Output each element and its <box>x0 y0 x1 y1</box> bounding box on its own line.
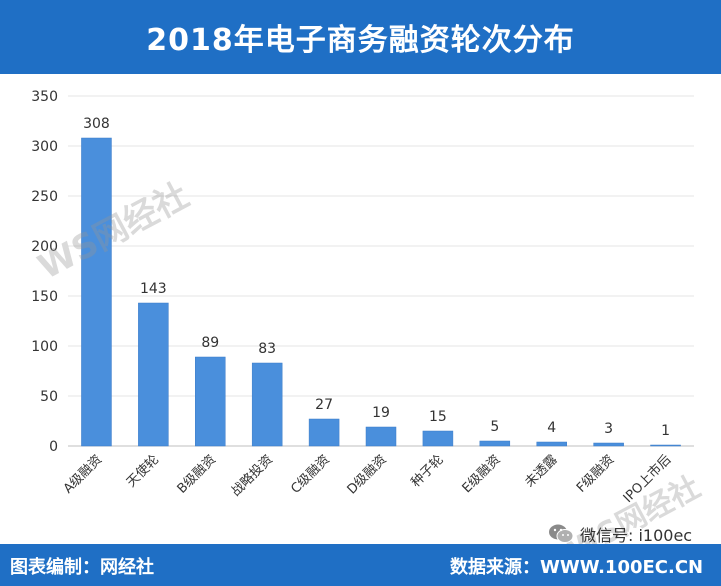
data-label: 3 <box>604 421 613 437</box>
data-label: 4 <box>547 420 556 436</box>
bar <box>479 440 511 447</box>
y-tick-label: 300 <box>31 139 58 155</box>
y-tick-label: 150 <box>31 289 58 305</box>
chart-header: 2018年电子商务融资轮次分布 <box>0 0 721 74</box>
bar <box>308 418 340 447</box>
x-tick-label: E级融资 <box>460 452 504 496</box>
y-tick-label: 100 <box>31 339 58 355</box>
bar <box>138 302 169 447</box>
y-tick-label: 0 <box>49 439 58 455</box>
data-label: 143 <box>140 281 167 297</box>
wechat-id: 微信号: i100ec <box>580 526 693 545</box>
bar <box>422 430 454 447</box>
x-tick-label: A级融资 <box>61 452 105 496</box>
x-tick-label: 战略投资 <box>228 452 276 500</box>
x-tick-label: 种子轮 <box>409 452 447 490</box>
bar <box>536 441 567 447</box>
chart-title: 2018年电子商务融资轮次分布 <box>146 23 575 58</box>
x-tick-label: 未透露 <box>522 452 560 490</box>
x-tick-label: C级融资 <box>288 452 333 497</box>
y-tick-label: 350 <box>31 89 58 105</box>
wechat-icon <box>548 523 574 545</box>
data-label: 89 <box>201 335 219 351</box>
x-tick-label: B级融资 <box>175 452 219 496</box>
wechat-badge: 微信号: i100ec <box>548 510 718 558</box>
y-tick-label: 200 <box>31 239 58 255</box>
footer-data-source: 数据来源：WWW.100EC.CN <box>450 557 704 578</box>
data-label: 1 <box>661 423 670 439</box>
x-tick-label: F级融资 <box>574 452 617 495</box>
bar <box>251 362 283 447</box>
y-tick-label: 50 <box>40 389 58 405</box>
x-tick-label: IPO上市后 <box>620 452 674 506</box>
y-tick-label: 250 <box>31 189 58 205</box>
chart-area: 0 50 100 150 200 250 300 350 308 A级融资 143 天使轮 89 B级融资… <box>0 74 721 569</box>
data-label: 5 <box>490 419 499 435</box>
x-tick-label: D级融资 <box>345 452 390 497</box>
footer-source-credit: 图表编制：网经社 <box>10 557 154 578</box>
bar <box>650 444 681 447</box>
data-label: 15 <box>429 409 447 425</box>
data-label: 19 <box>372 405 390 421</box>
chart-footer: 图表编制：网经社 数据来源：WWW.100EC.CN <box>0 544 721 586</box>
bar <box>593 442 624 447</box>
bar <box>195 356 226 447</box>
bar <box>365 426 397 447</box>
data-label: 83 <box>258 341 276 357</box>
data-label: 308 <box>83 116 110 132</box>
data-label: 27 <box>315 397 333 413</box>
bar-chart: 050100150200250300350308A级融资143天使轮89B级融资… <box>31 89 694 506</box>
x-tick-label: 天使轮 <box>123 452 162 491</box>
bar <box>81 137 112 447</box>
